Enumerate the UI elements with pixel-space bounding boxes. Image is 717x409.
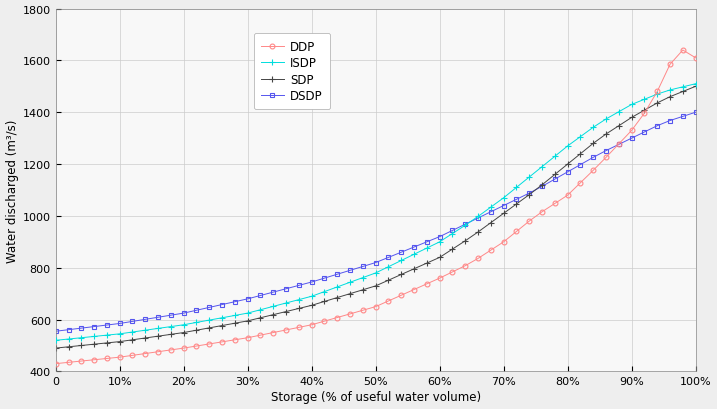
ISDP bbox=[474, 214, 483, 219]
Y-axis label: Water discharged (m³/s): Water discharged (m³/s) bbox=[6, 119, 19, 262]
DDP bbox=[256, 333, 265, 338]
Legend: DDP, ISDP, SDP, DSDP: DDP, ISDP, SDP, DSDP bbox=[254, 34, 330, 110]
ISDP bbox=[691, 82, 700, 87]
DDP bbox=[512, 229, 521, 234]
DDP bbox=[678, 48, 687, 53]
SDP bbox=[192, 328, 201, 333]
DSDP bbox=[256, 293, 265, 298]
DSDP bbox=[474, 216, 483, 221]
DSDP bbox=[512, 198, 521, 202]
ISDP bbox=[512, 185, 521, 190]
ISDP bbox=[256, 308, 265, 312]
SDP bbox=[512, 202, 521, 207]
DDP bbox=[474, 256, 483, 261]
DDP bbox=[691, 56, 700, 61]
SDP bbox=[243, 319, 252, 324]
DDP bbox=[192, 344, 201, 348]
DDP bbox=[665, 63, 674, 67]
Line: ISDP: ISDP bbox=[52, 81, 699, 344]
DSDP bbox=[678, 115, 687, 119]
Line: SDP: SDP bbox=[52, 83, 699, 352]
DDP bbox=[52, 361, 60, 366]
ISDP bbox=[192, 320, 201, 325]
ISDP bbox=[243, 311, 252, 316]
X-axis label: Storage (% of useful water volume): Storage (% of useful water volume) bbox=[270, 391, 480, 403]
Line: DSDP: DSDP bbox=[53, 110, 698, 334]
DDP bbox=[243, 335, 252, 340]
SDP bbox=[691, 85, 700, 90]
DSDP bbox=[52, 329, 60, 334]
ISDP bbox=[678, 85, 687, 90]
SDP bbox=[678, 90, 687, 95]
SDP bbox=[52, 346, 60, 351]
ISDP bbox=[52, 338, 60, 343]
DSDP bbox=[691, 110, 700, 115]
Line: DDP: DDP bbox=[53, 49, 698, 366]
DSDP bbox=[243, 297, 252, 301]
SDP bbox=[256, 315, 265, 320]
DSDP bbox=[192, 308, 201, 313]
SDP bbox=[474, 230, 483, 235]
